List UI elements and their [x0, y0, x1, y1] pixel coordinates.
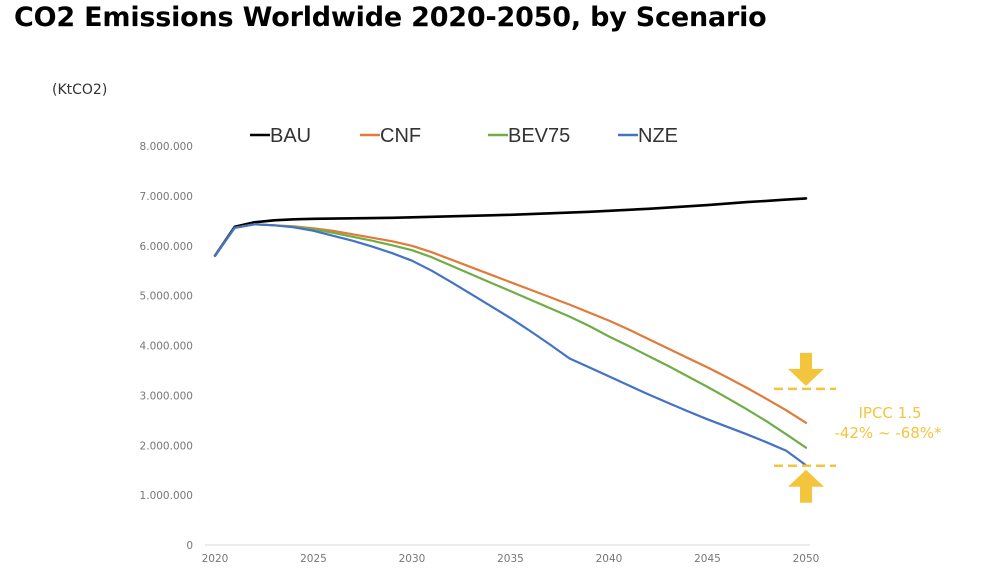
legend-label: CNF — [380, 125, 421, 147]
legend: BAU CNF BEV75 NZE — [250, 125, 678, 147]
legend-item-bev75: BEV75 — [488, 125, 570, 147]
series-lines — [213, 197, 808, 467]
annotation-range: -42% ~ -68%* — [834, 424, 942, 442]
legend-item-bau: BAU — [250, 125, 311, 147]
chart-title: CO2 Emissions Worldwide 2020-2050, by Sc… — [14, 2, 767, 33]
legend-item-nze: NZE — [618, 125, 678, 147]
arrow-up-icon — [788, 469, 824, 503]
arrow-down-icon — [788, 352, 824, 386]
x-tick-label: 2030 — [399, 553, 426, 565]
y-tick-label: 6.000.000 — [140, 241, 193, 253]
y-tick-label: 0 — [186, 540, 193, 552]
series-line-nze — [213, 223, 808, 467]
annotation-title: IPCC 1.5 — [858, 404, 921, 422]
x-tick-label: 2035 — [497, 553, 524, 565]
series-line-bev75 — [213, 223, 808, 449]
x-axis-ticks: 2020 2025 2030 2035 2040 2045 2050 — [202, 553, 820, 565]
y-tick-label: 7.000.000 — [140, 191, 193, 203]
legend-label: BAU — [270, 125, 311, 147]
legend-label: NZE — [638, 125, 678, 147]
series-line-bau — [213, 197, 808, 257]
y-axis-unit-label: (KtCO2) — [52, 82, 108, 98]
y-tick-label: 8.000.000 — [140, 141, 193, 153]
y-tick-label: 2.000.000 — [140, 440, 193, 452]
x-tick-label: 2040 — [596, 553, 623, 565]
y-axis-ticks: 0 1.000.000 2.000.000 3.000.000 4.000.000 5.0… — [140, 141, 193, 552]
legend-item-cnf: CNF — [360, 125, 421, 147]
x-tick-label: 2025 — [300, 553, 327, 565]
legend-label: BEV75 — [508, 125, 570, 147]
y-tick-label: 5.000.000 — [140, 291, 193, 303]
ipcc-annotation: IPCC 1.5 -42% ~ -68%* — [774, 352, 942, 503]
x-tick-label: 2020 — [202, 553, 229, 565]
y-tick-label: 4.000.000 — [140, 341, 193, 353]
x-tick-label: 2050 — [793, 553, 820, 565]
x-tick-label: 2045 — [694, 553, 721, 565]
y-tick-label: 1.000.000 — [140, 490, 193, 502]
y-tick-label: 3.000.000 — [140, 390, 193, 402]
